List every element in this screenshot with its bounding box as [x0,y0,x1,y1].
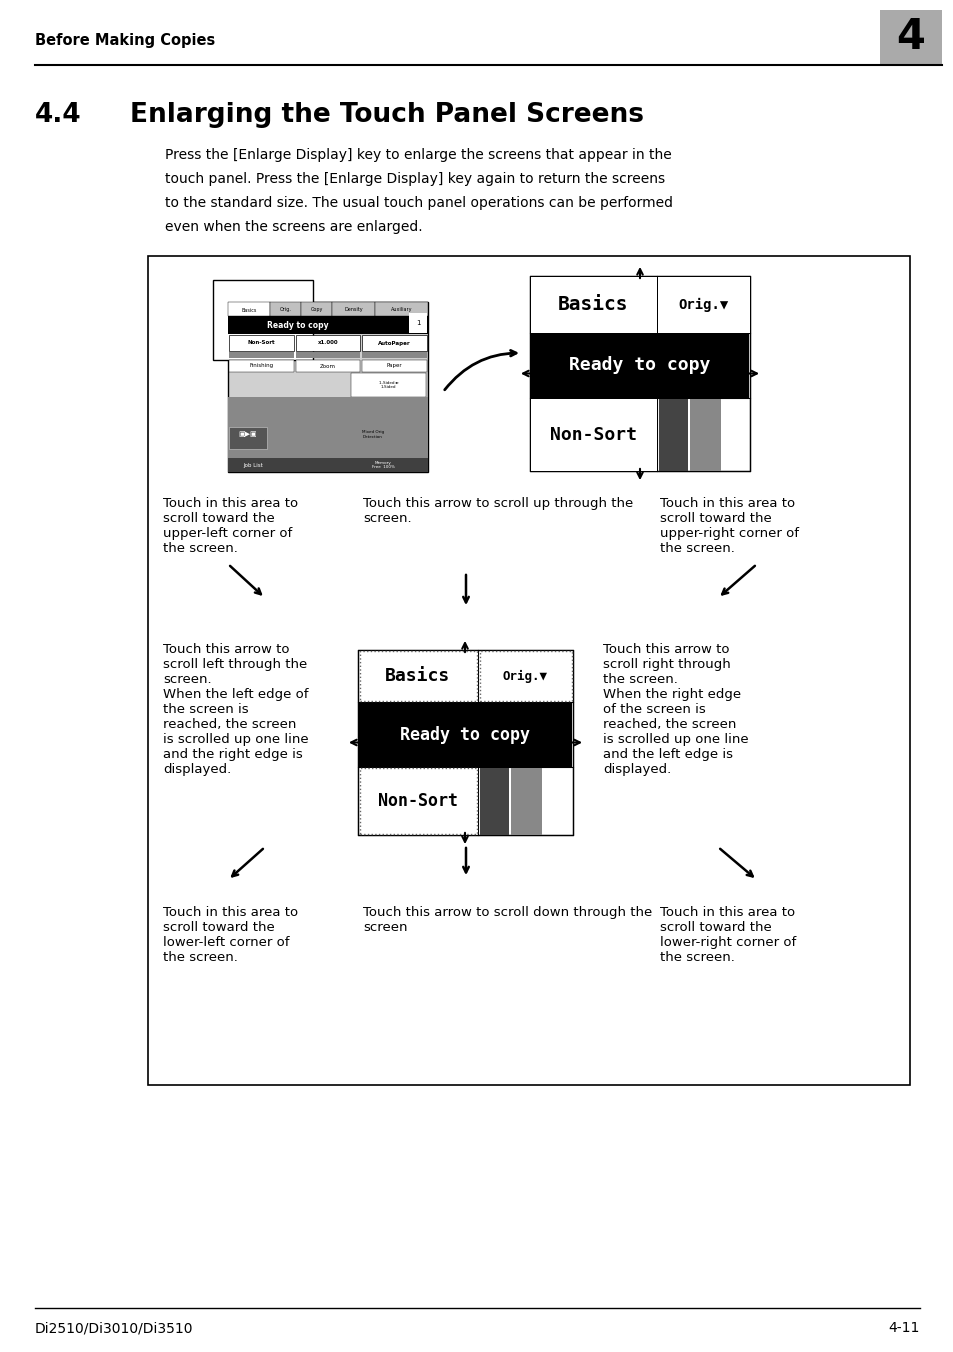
Text: Memory
Free  100%: Memory Free 100% [371,461,394,469]
Bar [228,316,428,334]
Text: Basics: Basics [385,667,450,685]
Bar [228,301,428,472]
Bar [479,768,509,836]
Text: Ready to copy: Ready to copy [267,320,329,330]
Text: Touch this arrow to
scroll left through the
screen.
When the left edge of
the sc: Touch this arrow to scroll left through … [163,644,309,776]
Text: ▣▶▣: ▣▶▣ [238,431,257,438]
Text: Press the [Enlarge Display] key to enlarge the screens that appear in the: Press the [Enlarge Display] key to enlar… [165,147,671,162]
Text: to the standard size. The usual touch panel operations can be performed: to the standard size. The usual touch pa… [165,196,672,210]
Text: 4.4: 4.4 [35,101,82,128]
Text: Non-Sort: Non-Sort [247,341,274,346]
Bar [229,352,294,358]
Bar [295,352,360,358]
Bar [332,301,375,316]
Bar [229,360,294,372]
Bar [531,399,657,470]
Text: AutoPaper: AutoPaper [378,341,411,346]
Text: Paper: Paper [387,364,402,369]
Text: Non-Sort: Non-Sort [377,792,457,810]
Bar [375,301,428,316]
Text: Mixed Orig
Detection: Mixed Orig Detection [361,430,384,439]
Text: Enlarging the Touch Panel Screens: Enlarging the Touch Panel Screens [130,101,643,128]
Text: Basics: Basics [241,307,256,312]
Bar [359,768,476,834]
Bar [270,301,301,316]
Text: Orig.▼: Orig.▼ [502,669,547,683]
Text: Touch this arrow to scroll up through the
screen.: Touch this arrow to scroll up through th… [363,498,633,525]
Text: Copy: Copy [311,307,323,312]
Bar [511,768,541,836]
Text: Ready to copy: Ready to copy [569,357,710,375]
Bar [531,334,748,397]
Bar [659,399,687,470]
Bar [479,652,572,700]
Text: Finishing: Finishing [249,364,274,369]
Text: even when the screens are enlarged.: even when the screens are enlarged. [165,220,422,234]
Bar [229,427,267,449]
Bar [658,277,749,333]
Text: Orig.: Orig. [279,307,292,312]
Text: Touch this arrow to
scroll right through
the screen.
When the right edge
of the : Touch this arrow to scroll right through… [602,644,748,776]
Text: Di2510/Di3010/Di3510: Di2510/Di3010/Di3510 [35,1321,193,1334]
Bar [359,652,476,700]
Bar [531,277,657,333]
Text: Density: Density [344,307,362,312]
Text: 4: 4 [896,16,924,58]
Bar [148,256,909,1086]
Bar [358,703,572,767]
Text: Touch in this area to
scroll toward the
upper-right corner of
the screen.: Touch in this area to scroll toward the … [659,498,799,556]
Text: Touch in this area to
scroll toward the
lower-right corner of
the screen.: Touch in this area to scroll toward the … [659,906,796,964]
Text: 1: 1 [416,320,420,326]
Bar [301,301,332,316]
Text: Job List: Job List [243,462,263,468]
Text: 1-Sided ►
1-Sided: 1-Sided ► 1-Sided [378,381,398,389]
Text: Touch this arrow to scroll down through the
screen: Touch this arrow to scroll down through … [363,906,652,934]
Bar [351,373,426,397]
Bar [213,280,313,360]
Bar [530,276,749,470]
Text: Zoom: Zoom [319,364,335,369]
Bar [362,352,427,358]
Bar [689,399,720,470]
Text: touch panel. Press the [Enlarge Display] key again to return the screens: touch panel. Press the [Enlarge Display]… [165,172,664,187]
Bar [295,335,360,352]
Bar [362,335,427,352]
Text: Basics: Basics [558,295,628,314]
Bar [228,301,270,316]
Bar [879,9,941,65]
Bar [362,360,427,372]
Bar [228,458,428,472]
Bar [295,360,360,372]
Bar [229,335,294,352]
Text: Ready to copy: Ready to copy [400,726,530,744]
Text: Touch in this area to
scroll toward the
lower-left corner of
the screen.: Touch in this area to scroll toward the … [163,906,297,964]
Text: Orig.▼: Orig.▼ [678,297,728,311]
Text: Touch in this area to
scroll toward the
upper-left corner of
the screen.: Touch in this area to scroll toward the … [163,498,297,556]
Text: 4-11: 4-11 [887,1321,919,1334]
Bar [357,650,573,836]
Text: Non-Sort: Non-Sort [550,426,637,443]
Text: Before Making Copies: Before Making Copies [35,32,215,47]
Text: x1.000: x1.000 [317,341,338,346]
Text: Auxiliary: Auxiliary [390,307,412,312]
Bar [228,397,428,472]
